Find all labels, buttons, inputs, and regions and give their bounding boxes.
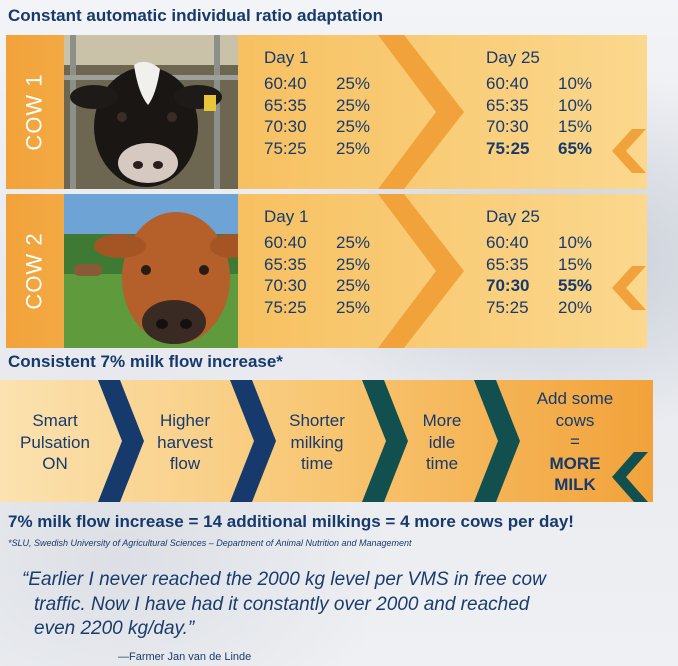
testimonial-quote: “Earlier I never reached the 2000 kg lev… [22,569,546,639]
table-row: 75:25 25% [264,138,371,158]
flow-step-smart-pulsation: Smart Pulsation ON [20,411,90,473]
table-row-highlight: 75:25 65% [486,138,593,158]
cow-2-label: COW 2 [22,232,47,310]
chevron-right-icon [98,380,144,502]
cow-1-panel: COW 1 Day 1 60:40 25% 65:35 25% 70:30 25% 7… [6,35,647,189]
table-row: 75:25 20% [486,297,593,317]
footnote: *SLU, Swedish University of Agricultural… [8,538,412,548]
cow-2-day1-table: Day 1 60:40 25% 65:35 25% 70:30 25% 75:25 25… [264,206,370,318]
table-row: 70:30 15% [486,117,593,136]
day25-title: Day 25 [486,207,540,226]
table-row: 65:35 15% [486,254,593,274]
table-row: 65:35 25% [264,254,371,274]
cow-1-photo [64,35,238,189]
chevron-left-icon [612,452,648,502]
chevron-right-icon [474,380,520,502]
chevron-right-icon [378,194,464,348]
day25-title: Day 25 [486,48,540,67]
table-row: 65:35 10% [486,95,593,115]
table-row: 75:25 25% [264,297,371,317]
table-row: 70:30 25% [264,276,371,295]
table-row: 65:35 25% [264,95,371,115]
flow-step-more-milk: Add some cows = MORE MILK [536,389,614,494]
heading-top: Constant automatic individual ratio adap… [8,6,383,25]
flow-step-more-idle: More idle time [422,411,462,473]
chevron-left-icon [612,266,646,310]
table-row: 60:40 25% [264,233,371,252]
heading-mid: Consistent 7% milk flow increase* [8,352,283,371]
table-row: 60:40 10% [486,233,593,252]
table-row: 70:30 25% [264,117,371,136]
day1-title: Day 1 [264,48,309,67]
chevron-right-icon [230,380,276,502]
summary-line: 7% milk flow increase = 14 additional mi… [8,512,574,531]
table-row-highlight: 70:30 55% [486,276,593,295]
day1-title: Day 1 [264,207,309,226]
chevron-right-icon [362,380,408,502]
flow-step-shorter-milking: Shorter milking time [289,411,345,473]
cow-1-label: COW 1 [22,73,47,151]
cow-1-day25-table: Day 25 60:40 10% 65:35 10% 70:30 15% 75:25 6… [486,47,592,159]
cow-2-photo [64,194,238,348]
chevron-left-icon [612,129,646,173]
table-row: 60:40 10% [486,74,593,93]
table-row: 60:40 25% [264,74,371,93]
attribution: —Farmer Jan van de Linde [118,651,252,663]
milk-flow-process: Smart Pulsation ON Higher harvest flow Short… [0,380,653,502]
cow-2-panel: COW 2 Day 1 60:40 25% 65:35 25% 70:30 25% 7… [6,194,647,348]
cow-1-day1-table: Day 1 60:40 25% 65:35 25% 70:30 25% 75:25 25… [264,47,370,159]
flow-step-higher-harvest: Higher harvest flow [157,411,213,473]
cow-2-day25-table: Day 25 60:40 10% 65:35 15% 70:30 55% 75:25 2… [486,206,592,318]
chevron-right-icon [378,35,464,189]
